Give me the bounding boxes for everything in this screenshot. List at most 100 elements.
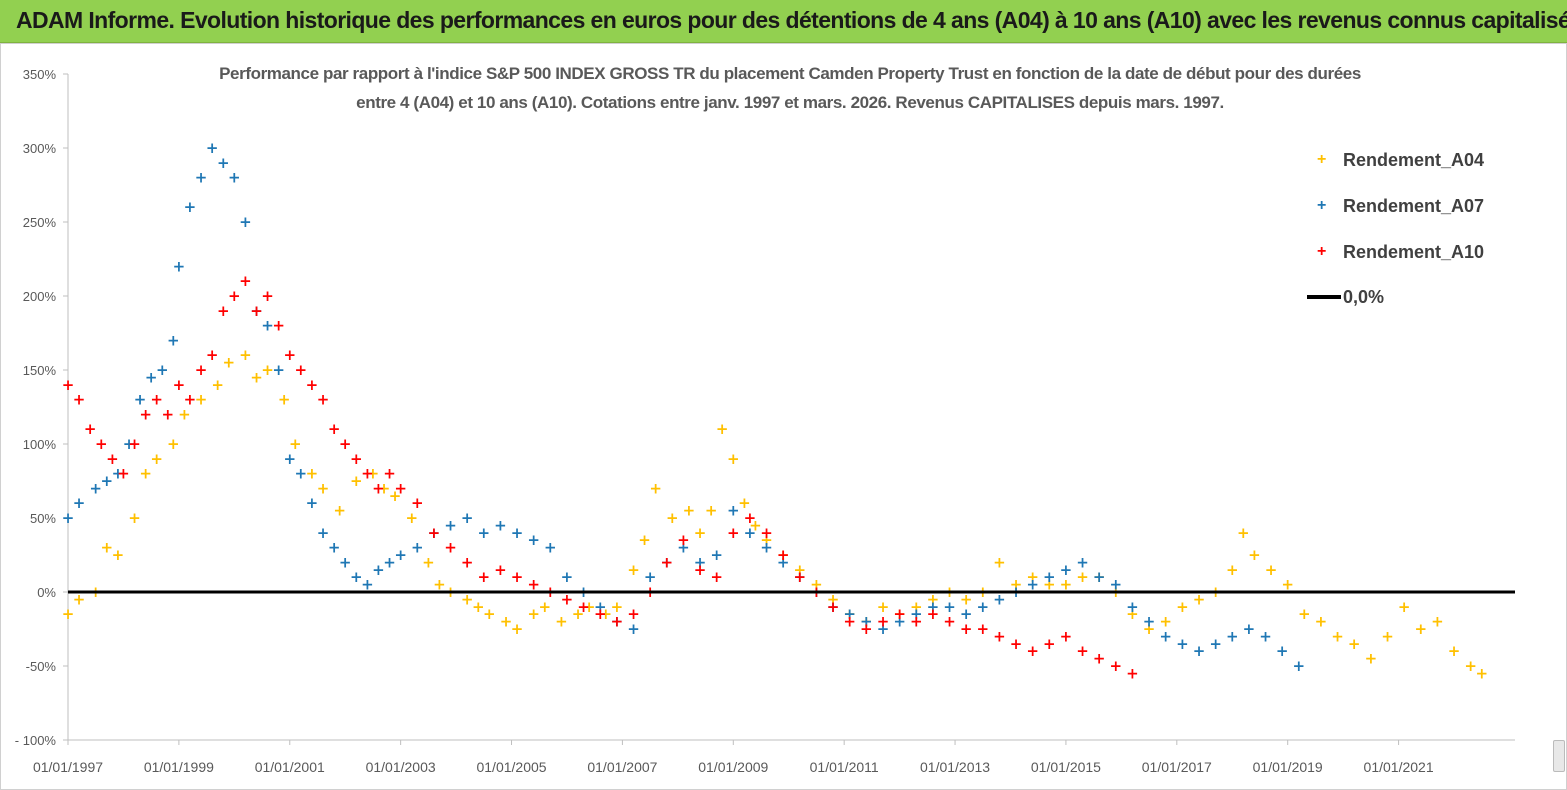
data-point-rendement-a07: + <box>1243 620 1256 638</box>
x-tick-label: 01/01/2001 <box>255 759 325 775</box>
data-point-rendement-a04: + <box>1237 524 1250 542</box>
data-point-rendement-a04: + <box>760 531 773 549</box>
legend-marker-a07: + <box>1317 197 1327 214</box>
data-point-rendement-a04: + <box>1381 627 1394 645</box>
data-point-rendement-a10: + <box>295 361 308 379</box>
data-point-rendement-a07: + <box>478 524 491 542</box>
data-point-rendement-a10: + <box>272 317 285 335</box>
data-point-rendement-a04: + <box>583 598 596 616</box>
y-tick-label: 300% <box>23 141 57 156</box>
data-point-rendement-a04: + <box>1265 561 1278 579</box>
data-point-rendement-a04: + <box>843 605 856 623</box>
data-point-rendement-a10: + <box>317 391 330 409</box>
data-point-rendement-a07: + <box>283 450 296 468</box>
data-point-rendement-a07: + <box>827 598 840 616</box>
data-point-rendement-a10: + <box>228 287 241 305</box>
data-point-rendement-a07: + <box>145 368 158 386</box>
data-point-rendement-a10: + <box>527 576 540 594</box>
data-point-rendement-a07: + <box>123 435 136 453</box>
data-point-rendement-a07: + <box>272 361 285 379</box>
data-point-rendement-a07: + <box>993 590 1006 608</box>
data-point-rendement-a04: + <box>367 465 380 483</box>
data-point-rendement-a10: + <box>1043 635 1056 653</box>
data-point-rendement-a10: + <box>350 450 363 468</box>
data-point-rendement-a10: + <box>511 568 524 586</box>
data-point-rendement-a07: + <box>561 568 574 586</box>
data-point-rendement-a10: + <box>411 494 424 512</box>
y-tick-label: 200% <box>23 289 57 304</box>
report-title: ADAM Informe. Evolution historique des p… <box>16 7 1567 33</box>
legend-marker-a04: + <box>1317 151 1327 168</box>
data-point-rendement-a04: + <box>927 590 940 608</box>
data-point-rendement-a07: + <box>511 524 524 542</box>
data-point-rendement-a07: + <box>261 317 274 335</box>
x-tick-label: 01/01/2013 <box>920 759 990 775</box>
data-point-rendement-a07: + <box>173 257 186 275</box>
data-point-rendement-a07: + <box>167 331 180 349</box>
data-point-rendement-a07: + <box>744 524 757 542</box>
chart-legend: + Rendement_A04 + Rendement_A07 + Rendem… <box>1283 137 1515 322</box>
data-point-rendement-a04: + <box>150 450 163 468</box>
data-point-rendement-a10: + <box>461 553 474 571</box>
data-point-rendement-a10: + <box>106 450 119 468</box>
data-point-rendement-a04: + <box>472 598 485 616</box>
data-point-rendement-a10: + <box>1060 627 1073 645</box>
data-point-rendement-a07: + <box>328 539 341 557</box>
data-point-rendement-a04: + <box>461 590 474 608</box>
data-point-rendement-a07: + <box>361 576 374 594</box>
report-banner: ADAM Informe. Evolution historique des p… <box>0 0 1567 43</box>
data-point-rendement-a07: + <box>217 154 230 172</box>
x-tick-label: 01/01/1997 <box>33 759 103 775</box>
data-point-rendement-a10: + <box>827 598 840 616</box>
data-point-rendement-a10: + <box>843 613 856 631</box>
data-point-rendement-a04: + <box>705 502 718 520</box>
data-point-rendement-a10: + <box>976 620 989 638</box>
data-point-rendement-a07: + <box>927 598 940 616</box>
legend-item-a07: + Rendement_A07 <box>1303 193 1484 219</box>
data-point-rendement-a10: + <box>162 405 175 423</box>
data-point-rendement-a04: + <box>139 465 152 483</box>
legend-label-zero: 0,0% <box>1343 286 1385 307</box>
data-point-rendement-a10: + <box>777 546 790 564</box>
legend-item-zero: 0,0% <box>1303 284 1384 310</box>
data-point-rendement-a04: + <box>649 479 662 497</box>
legend-marker-a10: + <box>1317 243 1327 260</box>
data-point-rendement-a07: + <box>428 524 441 542</box>
data-point-rendement-a10: + <box>328 420 341 438</box>
data-point-rendement-a10: + <box>117 465 130 483</box>
data-point-rendement-a10: + <box>128 435 141 453</box>
data-point-rendement-a07: + <box>1143 613 1156 631</box>
data-point-rendement-a04: + <box>993 553 1006 571</box>
data-point-rendement-a07: + <box>184 198 197 216</box>
data-point-rendement-a10: + <box>860 620 873 638</box>
data-point-rendement-a10: + <box>428 524 441 542</box>
data-point-rendement-a07: + <box>350 568 363 586</box>
data-point-rendement-a10: + <box>910 613 923 631</box>
data-point-rendement-a10: + <box>394 479 407 497</box>
data-point-rendement-a07: + <box>860 613 873 631</box>
data-point-rendement-a07: + <box>250 302 263 320</box>
scroll-handle[interactable] <box>1553 740 1565 772</box>
data-point-rendement-a04: + <box>62 605 75 623</box>
x-tick-label: 01/01/2021 <box>1364 759 1434 775</box>
data-point-rendement-a07: + <box>710 546 723 564</box>
data-point-rendement-a04: + <box>716 420 729 438</box>
x-tick-label: 01/01/2019 <box>1253 759 1323 775</box>
data-point-rendement-a10: + <box>1076 642 1089 660</box>
data-point-rendement-a07: + <box>62 509 75 527</box>
data-point-rendement-a10: + <box>710 568 723 586</box>
legend-label-a07: Rendement_A07 <box>1343 195 1485 216</box>
data-point-rendement-a10: + <box>62 376 75 394</box>
data-point-rendement-a04: + <box>222 354 235 372</box>
data-point-rendement-a07: + <box>444 516 457 534</box>
data-point-rendement-a10: + <box>184 391 197 409</box>
data-point-rendement-a04: + <box>727 450 740 468</box>
x-tick-label: 01/01/2007 <box>587 759 657 775</box>
data-point-rendement-a07: + <box>1043 568 1056 586</box>
data-point-rendement-a04: + <box>1248 546 1261 564</box>
data-point-rendement-a04: + <box>1026 568 1039 586</box>
data-point-rendement-a04: + <box>422 553 435 571</box>
data-point-rendement-a07: + <box>544 539 557 557</box>
data-point-rendement-a07: + <box>295 465 308 483</box>
data-point-rendement-a04: + <box>317 479 330 497</box>
